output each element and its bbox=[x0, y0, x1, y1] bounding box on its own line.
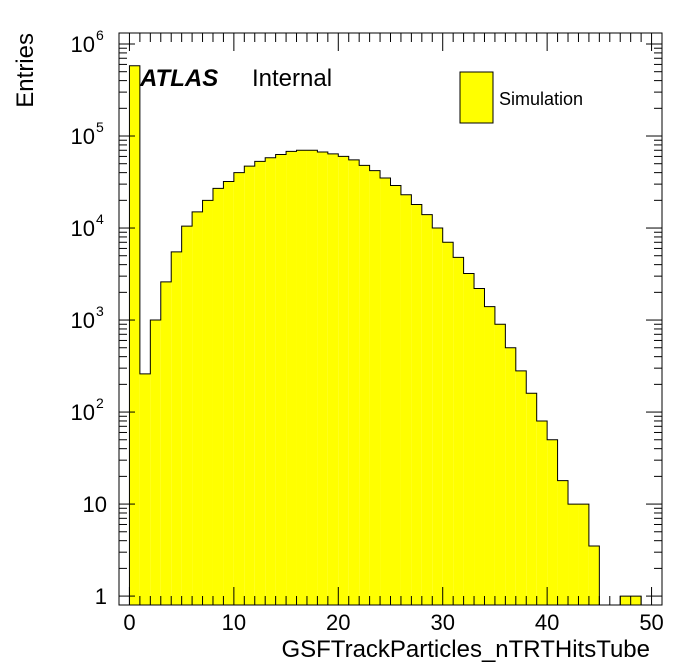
x-tick-label: 0 bbox=[123, 610, 135, 635]
histogram-bin bbox=[484, 306, 495, 605]
histogram-bin bbox=[568, 504, 579, 605]
histogram-bin bbox=[557, 480, 569, 605]
legend-label: Simulation bbox=[499, 89, 583, 109]
y-tick-label: 10 bbox=[71, 32, 95, 57]
histogram-bin bbox=[265, 157, 276, 605]
x-tick-labels: 0 10 20 30 40 50 bbox=[123, 610, 663, 635]
histogram-bin bbox=[380, 177, 391, 605]
x-axis-title: GSFTrackParticles_nTRTHitsTube bbox=[281, 636, 650, 663]
x-tick-label: 30 bbox=[430, 610, 454, 635]
y-tick-label: 10 bbox=[71, 308, 95, 333]
axis-ticks bbox=[119, 33, 663, 605]
x-tick-label: 20 bbox=[326, 610, 350, 635]
histogram-bin bbox=[254, 161, 266, 605]
histogram-bin bbox=[620, 596, 631, 605]
histogram-bin bbox=[588, 546, 600, 605]
atlas-label: ATLAS bbox=[139, 65, 218, 92]
histogram-outline bbox=[119, 65, 662, 606]
histogram-bin bbox=[359, 165, 370, 605]
histogram-bin bbox=[453, 257, 464, 605]
histogram-bin bbox=[547, 439, 558, 605]
legend-swatch bbox=[459, 71, 494, 124]
histogram-bin bbox=[244, 166, 255, 605]
histogram-bin bbox=[150, 320, 161, 605]
histogram-bin bbox=[223, 181, 234, 605]
histogram-bin bbox=[317, 152, 328, 606]
histogram-bin bbox=[348, 159, 360, 605]
histogram-bin bbox=[432, 228, 443, 605]
histogram-bin bbox=[286, 151, 297, 605]
histogram-bin bbox=[390, 185, 401, 605]
x-tick-label: 10 bbox=[222, 610, 246, 635]
histogram-bin bbox=[129, 65, 140, 606]
y-tick-label: 10 bbox=[83, 492, 107, 517]
y-tick-label: 10 bbox=[71, 124, 95, 149]
histogram-bin bbox=[630, 596, 642, 605]
y-tick-label: 10 bbox=[71, 216, 95, 241]
y-tick-label-exponent: 5 bbox=[96, 119, 104, 135]
y-axis-title: Entries bbox=[12, 33, 39, 108]
y-tick-label-exponent: 4 bbox=[96, 211, 104, 227]
histogram-bin bbox=[536, 420, 548, 605]
histogram-bin bbox=[494, 324, 506, 605]
histogram-bin bbox=[526, 393, 537, 605]
histogram-bin bbox=[400, 194, 412, 605]
y-tick-label: 10 bbox=[71, 400, 95, 425]
y-tick-label-exponent: 2 bbox=[96, 395, 104, 411]
histogram-bin bbox=[411, 204, 422, 605]
histogram-bin bbox=[139, 373, 151, 605]
x-tick-label: 40 bbox=[535, 610, 559, 635]
x-tick-label: 50 bbox=[639, 610, 663, 635]
histogram-bin bbox=[338, 156, 349, 605]
histogram-bin bbox=[212, 188, 224, 605]
histogram-bin bbox=[275, 154, 287, 605]
histogram-bin bbox=[233, 172, 245, 605]
histogram-bin bbox=[369, 170, 381, 605]
y-tick-label-exponent: 6 bbox=[96, 27, 104, 43]
y-tick-label: 1 bbox=[95, 584, 107, 609]
histogram-bin bbox=[192, 211, 203, 605]
histogram-bin bbox=[171, 251, 182, 606]
histogram-bin bbox=[296, 150, 307, 605]
histogram-bin bbox=[327, 153, 339, 605]
histogram-bin bbox=[306, 150, 318, 605]
histogram-bin bbox=[442, 242, 454, 605]
histogram-bin bbox=[181, 226, 193, 605]
histogram-bin bbox=[505, 347, 516, 605]
histogram-bin bbox=[202, 200, 213, 605]
histogram-bin bbox=[160, 281, 172, 605]
histogram-bin bbox=[421, 214, 433, 605]
histogram-bin bbox=[463, 273, 475, 605]
histogram-bars bbox=[129, 65, 642, 606]
internal-label: Internal bbox=[252, 65, 332, 92]
y-tick-label-exponent: 3 bbox=[96, 303, 104, 319]
histogram-bin bbox=[474, 288, 485, 605]
histogram-bin bbox=[578, 504, 589, 605]
histogram-bin bbox=[515, 370, 527, 605]
